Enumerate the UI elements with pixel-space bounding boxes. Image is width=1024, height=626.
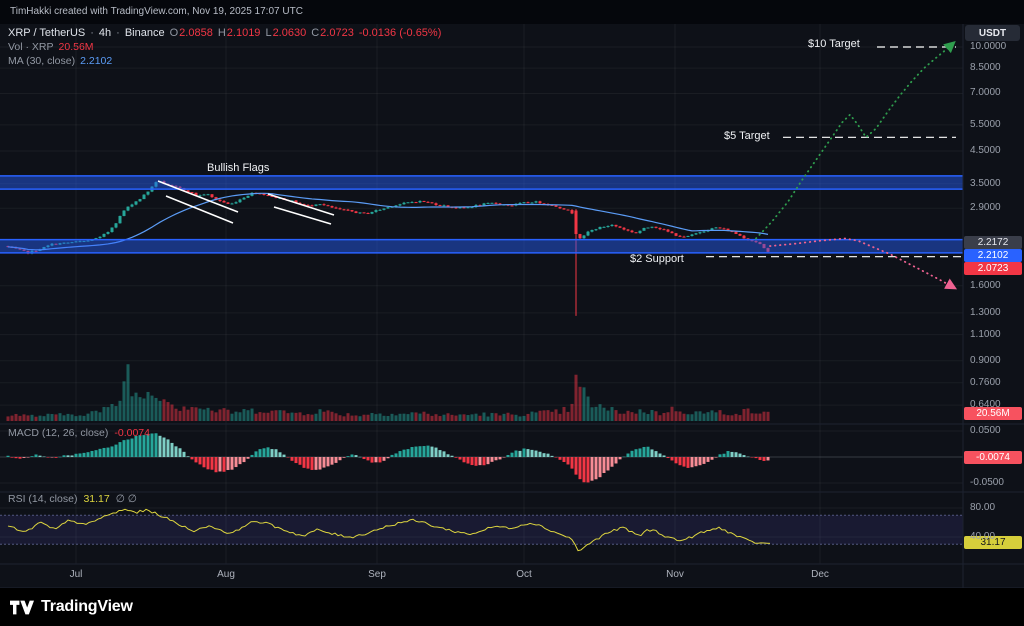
- ohlc-low: L 2.0630: [265, 27, 306, 39]
- support-2-annotation: $2 Support: [630, 253, 684, 265]
- target-5-annotation: $5 Target: [724, 130, 770, 142]
- month-label[interactable]: Oct: [516, 569, 532, 580]
- volume-value: 20.56M: [58, 41, 94, 53]
- interval-label[interactable]: 4h: [98, 27, 112, 39]
- ohlc-close: C 2.0723: [311, 27, 354, 39]
- last-price-badge: 2.0723: [964, 262, 1022, 275]
- price-level-badge: 2.2172: [964, 236, 1022, 249]
- high-letter: H: [217, 27, 226, 39]
- month-label[interactable]: Dec: [811, 569, 829, 580]
- symbol-name[interactable]: XRP / TetherUS: [8, 27, 86, 39]
- change-value: -0.0136 (-0.65%): [358, 27, 442, 39]
- month-label[interactable]: Aug: [217, 569, 235, 580]
- rsi-value-badge: 31.17: [964, 536, 1022, 549]
- open-letter: O: [169, 27, 179, 39]
- rsi-legend: RSI (14, close) 31.17 ∅ ∅: [8, 493, 137, 505]
- ma-value-badge: 2.2102: [964, 249, 1022, 262]
- volume-label[interactable]: Vol · XRP: [8, 41, 54, 53]
- volume-row: Vol · XRP 20.56M: [8, 41, 441, 55]
- macd-label[interactable]: MACD (12, 26, close): [8, 427, 109, 439]
- ohlc-open: O 2.0858: [170, 27, 213, 39]
- close-value: 2.0723: [320, 27, 354, 39]
- tradingview-logo-icon: [10, 600, 34, 614]
- separator-dot: ·: [90, 27, 94, 39]
- low-letter: L: [265, 27, 272, 39]
- target-10-annotation: $10 Target: [808, 38, 860, 50]
- bullish-flags-annotation: Bullish Flags: [207, 162, 270, 174]
- month-label[interactable]: Sep: [368, 569, 386, 580]
- attribution-bar: TimHakki created with TradingView.com, N…: [0, 0, 1024, 24]
- ohlc-high: H 2.1019: [218, 27, 261, 39]
- ma-row: MA (30, close) 2.2102: [8, 55, 441, 69]
- macd-value-badge: -0.0074: [964, 451, 1022, 464]
- low-value: 2.0630: [272, 27, 307, 39]
- separator-dot: ·: [116, 27, 120, 39]
- close-letter: C: [311, 27, 320, 39]
- tradingview-wordmark[interactable]: TradingView: [41, 598, 133, 615]
- attribution-text: TimHakki created with TradingView.com, N…: [10, 6, 303, 17]
- macd-legend: MACD (12, 26, close) -0.0074: [8, 427, 150, 439]
- month-label[interactable]: Nov: [666, 569, 684, 580]
- open-value: 2.0858: [179, 27, 213, 39]
- high-value: 2.1019: [226, 27, 261, 39]
- ma-label[interactable]: MA (30, close): [8, 55, 76, 67]
- exchange-label[interactable]: Binance: [124, 27, 165, 39]
- footer-bar: TradingView: [0, 588, 1024, 626]
- volume-value-badge: 20.56M: [964, 407, 1022, 420]
- rsi-empty-values: ∅ ∅: [115, 493, 137, 505]
- currency-toggle-button[interactable]: USDT: [965, 25, 1020, 41]
- rsi-label[interactable]: RSI (14, close): [8, 493, 78, 505]
- macd-value: -0.0074: [114, 427, 150, 439]
- rsi-value: 31.17: [83, 493, 110, 505]
- ma-value: 2.2102: [80, 55, 113, 67]
- month-label[interactable]: Jul: [69, 569, 83, 580]
